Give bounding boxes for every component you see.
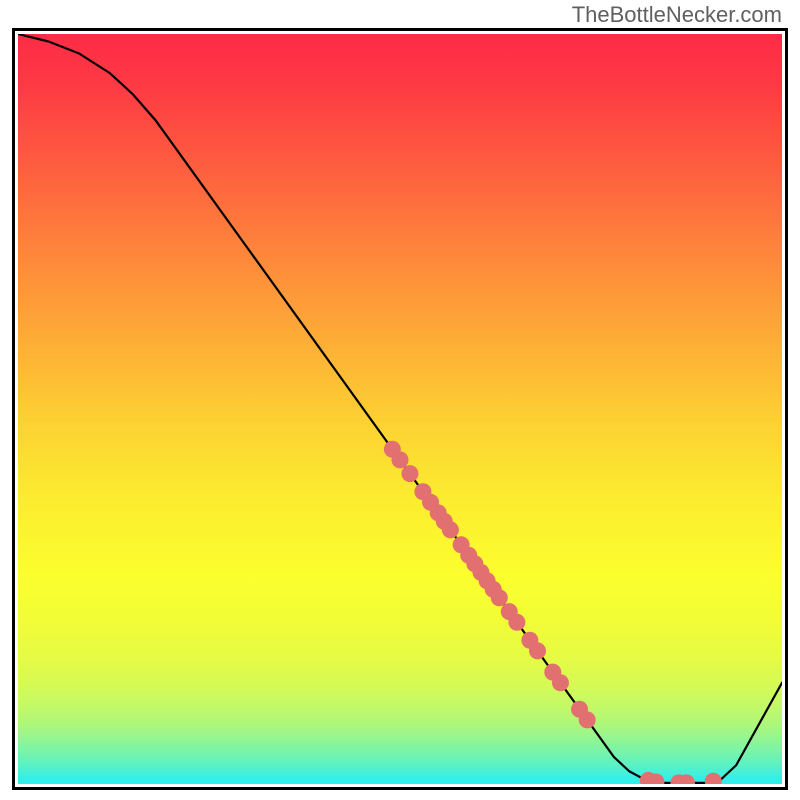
scatter-point (508, 614, 525, 631)
bottleneck-curve (18, 34, 782, 783)
plot-area (18, 34, 782, 784)
scatter-point (392, 451, 409, 468)
plot-svg-overlay (18, 34, 782, 784)
plot-outer-border (12, 28, 788, 790)
scatter-point (491, 589, 508, 606)
chart-root: TheBottleNecker.com (0, 0, 800, 800)
scatter-point (552, 674, 569, 691)
scatter-point (442, 521, 459, 538)
scatter-point (401, 465, 418, 482)
scatter-point (579, 711, 596, 728)
scatter-markers (384, 441, 722, 784)
scatter-point (705, 773, 722, 784)
watermark-text: TheBottleNecker.com (572, 2, 782, 28)
scatter-point (529, 642, 546, 659)
